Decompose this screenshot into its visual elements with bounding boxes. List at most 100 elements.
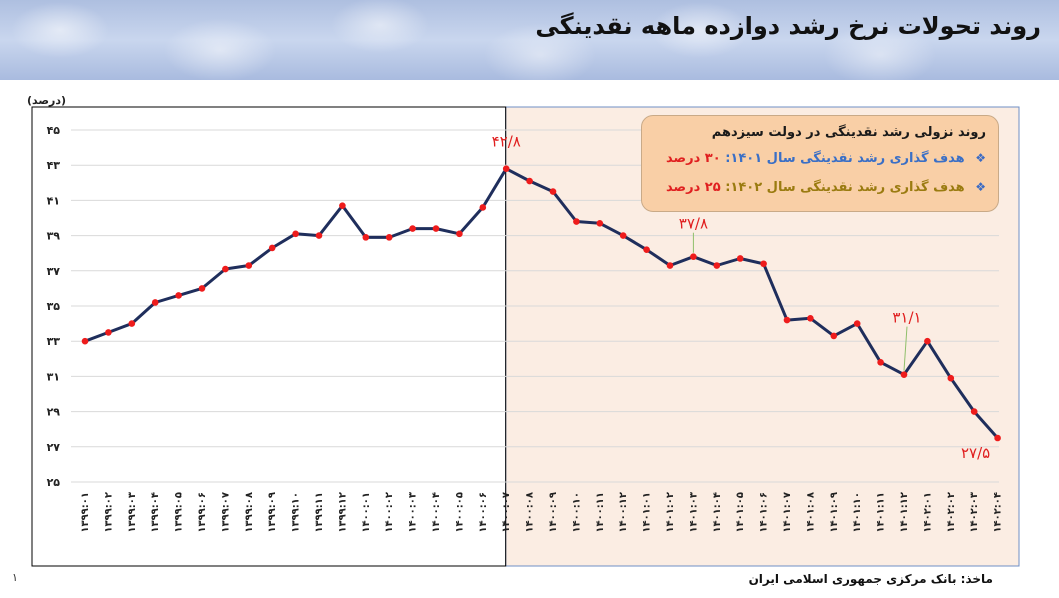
- legend-item-1402: ❖ هدف گذاری رشد نقدینگی سال ۱۴۰۲: ۲۵ درص…: [654, 173, 986, 202]
- page-title: روند تحولات نرخ رشد دوازده ماهه نقدینگی: [535, 12, 1041, 40]
- x-tick-label: ۱۴۰۰:۰۷: [501, 492, 512, 533]
- x-tick-label: ۱۴۰۲:۰۲: [946, 492, 957, 533]
- data-point: [292, 230, 299, 238]
- data-point: [900, 371, 908, 378]
- x-tick-label: ۱۴۰۰:۰۱: [361, 492, 372, 533]
- y-tick-label: ۲۵: [47, 476, 61, 489]
- data-point: [128, 320, 136, 327]
- data-point: [526, 177, 533, 185]
- legend-box: روند نزولی رشد نقدینگی در دولت سیزدهم ❖ …: [641, 115, 999, 212]
- y-tick-label: ۳۷: [47, 265, 61, 278]
- data-label: ۳۷/۸: [679, 215, 708, 233]
- header-banner: روند تحولات نرخ رشد دوازده ماهه نقدینگی: [0, 0, 1059, 80]
- data-point: [736, 255, 744, 262]
- data-point: [198, 285, 206, 292]
- data-point: [760, 260, 767, 268]
- data-point: [175, 292, 182, 299]
- data-point: [783, 316, 791, 324]
- data-point: [596, 219, 604, 227]
- legend-item-1401: ❖ هدف گذاری رشد نقدینگی سال ۱۴۰۱: ۳۰ درص…: [654, 144, 986, 173]
- x-tick-label: ۱۴۰۱:۱۰: [852, 492, 863, 533]
- data-point: [970, 408, 978, 415]
- x-tick-label: ۱۴۰۰:۱۰: [571, 492, 582, 533]
- data-point: [385, 234, 393, 241]
- x-tick-label: ۱۴۰۱:۰۸: [805, 492, 816, 533]
- x-tick-label: ۱۴۰۱:۰۶: [759, 492, 770, 533]
- x-tick-label: ۱۴۰۰:۰۸: [525, 492, 536, 533]
- data-point: [573, 218, 580, 225]
- y-tick-label: ۳۵: [47, 300, 61, 313]
- data-point: [853, 320, 861, 327]
- diamond-bullet-icon: ❖: [975, 151, 986, 165]
- legend-item-label: هدف گذاری رشد نقدینگی سال ۱۴۰۲:: [725, 180, 965, 195]
- data-point: [549, 188, 557, 195]
- x-tick-label: ۱۴۰۰:۰۶: [478, 492, 489, 533]
- x-tick-label: ۱۳۹۹:۰۹: [267, 492, 278, 533]
- annotation-leader: [903, 326, 908, 371]
- data-point: [81, 337, 89, 345]
- y-axis-label: (درصد): [27, 94, 66, 107]
- data-point: [994, 434, 1001, 442]
- data-point: [666, 262, 674, 269]
- x-tick-label: ۱۳۹۹:۱۲: [337, 492, 348, 533]
- data-label: ۴۲/۸: [492, 133, 521, 151]
- legend-item-value: ۳۰ درصد: [666, 151, 721, 166]
- data-label: ۳۱/۱: [892, 309, 921, 327]
- data-point: [432, 225, 440, 232]
- y-tick-label: ۳۳: [47, 335, 61, 348]
- data-point: [105, 329, 112, 336]
- y-tick-label: ۴۵: [47, 124, 61, 137]
- data-point: [315, 232, 323, 239]
- x-tick-label: ۱۴۰۰:۰۲: [384, 492, 395, 533]
- diamond-bullet-icon: ❖: [975, 180, 986, 194]
- data-point: [409, 225, 416, 232]
- x-tick-label: ۱۳۹۹:۰۷: [220, 492, 231, 533]
- x-tick-label: ۱۴۰۰:۰۵: [454, 492, 465, 533]
- data-point: [947, 374, 955, 382]
- x-tick-label: ۱۴۰۱:۰۴: [712, 492, 723, 533]
- data-point: [830, 332, 838, 340]
- x-tick-label: ۱۴۰۱:۰۳: [688, 492, 699, 533]
- x-tick-label: ۱۴۰۱:۰۵: [735, 492, 746, 533]
- x-tick-label: ۱۴۰۱:۱۱: [876, 492, 887, 533]
- y-tick-label: ۳۱: [47, 370, 60, 383]
- data-point: [151, 299, 159, 306]
- x-tick-label: ۱۳۹۹:۰۵: [174, 492, 185, 533]
- x-tick-label: ۱۳۹۹:۱۱: [314, 492, 325, 533]
- data-point: [619, 232, 627, 239]
- x-tick-label: ۱۴۰۰:۰۹: [548, 492, 559, 533]
- x-tick-label: ۱۴۰۲:۰۳: [969, 492, 980, 533]
- data-point: [456, 230, 463, 238]
- y-tick-label: ۲۹: [47, 406, 61, 419]
- data-point: [479, 204, 487, 211]
- y-tick-label: ۳۹: [47, 230, 61, 243]
- legend-heading: روند نزولی رشد نقدینگی در دولت سیزدهم: [711, 125, 986, 140]
- data-point: [690, 253, 697, 261]
- x-tick-label: ۱۴۰۱:۰۹: [829, 492, 840, 533]
- x-tick-label: ۱۴۰۰:۰۳: [408, 492, 419, 533]
- source-note: ماخذ: بانک مرکزی جمهوری اسلامی ایران: [748, 572, 993, 586]
- y-tick-label: ۲۷: [47, 441, 61, 454]
- x-tick-label: ۱۳۹۹:۱۰: [291, 492, 302, 533]
- x-tick-label: ۱۳۹۹:۰۸: [244, 492, 255, 533]
- slide-number: ۱: [12, 571, 18, 584]
- data-point: [713, 262, 721, 269]
- x-tick-label: ۱۳۹۹:۰۴: [150, 492, 161, 533]
- legend-item-label: هدف گذاری رشد نقدینگی سال ۱۴۰۱:: [725, 151, 965, 166]
- x-tick-label: ۱۴۰۱:۰۲: [665, 492, 676, 533]
- x-tick-label: ۱۴۰۱:۱۲: [899, 492, 910, 533]
- chart-frame: [31, 106, 507, 567]
- x-tick-label: ۱۳۹۹:۰۶: [197, 492, 208, 533]
- x-tick-label: ۱۳۹۹:۰۲: [103, 492, 114, 533]
- y-tick-label: ۴۳: [47, 159, 61, 172]
- x-tick-label: ۱۳۹۹:۰۳: [127, 492, 138, 533]
- data-point: [245, 262, 253, 269]
- data-point: [502, 165, 510, 173]
- series-line: [84, 167, 999, 439]
- x-tick-label: ۱۳۹۹:۰۱: [80, 492, 91, 533]
- legend-item-value: ۲۵ درصد: [666, 180, 721, 195]
- data-label: ۲۷/۵: [961, 444, 990, 462]
- y-tick-label: ۴۱: [47, 194, 60, 207]
- x-tick-label: ۱۴۰۰:۱۲: [618, 492, 629, 533]
